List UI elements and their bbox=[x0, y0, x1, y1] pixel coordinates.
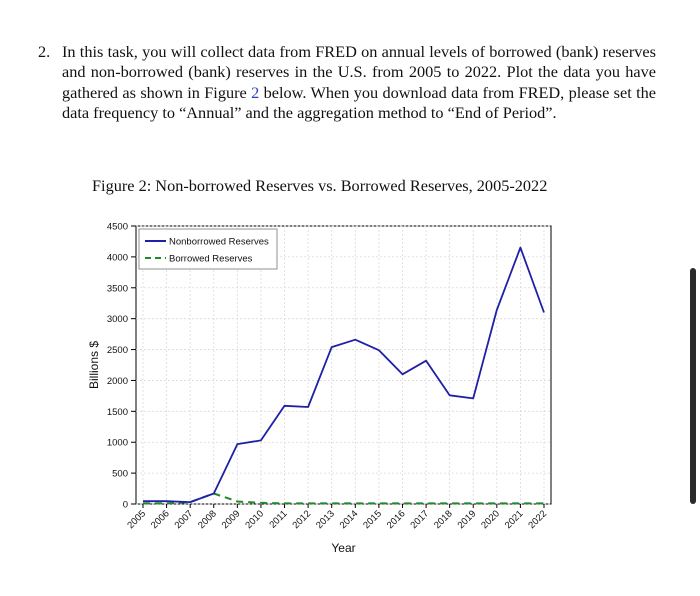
x-tick-label: 2019 bbox=[456, 508, 479, 531]
series-line-borrowed-reserves bbox=[143, 492, 544, 505]
x-tick-label: 2007 bbox=[173, 508, 196, 531]
legend-label: Nonborrowed Reserves bbox=[169, 237, 269, 248]
y-tick-label: 0 bbox=[123, 500, 128, 511]
task-number: 2. bbox=[38, 42, 51, 61]
x-tick-label: 2009 bbox=[220, 508, 243, 531]
x-tick-label: 2015 bbox=[361, 508, 384, 531]
y-tick-label: 500 bbox=[112, 469, 128, 480]
x-tick-label: 2010 bbox=[243, 508, 266, 531]
y-tick-label: 1500 bbox=[107, 407, 128, 418]
task-text-part-2: below. When you download data from FRED,… bbox=[62, 82, 656, 123]
line-chart: 0 500 1000 1500 2000 2500 3000 3500 4000 4500 2005… bbox=[76, 212, 566, 568]
task-paragraph: 2. In this task, you will collect data f… bbox=[38, 42, 656, 124]
figure-caption: Figure 2: Non-borrowed Reserves vs. Borr… bbox=[92, 176, 548, 195]
x-tick-label: 2016 bbox=[385, 508, 408, 531]
x-tick-label: 2013 bbox=[314, 508, 337, 531]
x-tick-label: 2008 bbox=[196, 508, 219, 531]
y-tick-label: 2000 bbox=[107, 376, 128, 387]
task-text: In this task, you will collect data from… bbox=[62, 42, 656, 124]
x-tick-label: 2017 bbox=[408, 508, 431, 531]
y-tick-label: 3500 bbox=[107, 283, 128, 294]
x-tick-label: 2022 bbox=[526, 508, 549, 531]
x-tick-label: 2012 bbox=[291, 508, 314, 531]
x-tick-label: 2005 bbox=[125, 508, 148, 531]
x-tick-label: 2011 bbox=[267, 508, 289, 530]
x-tick-label: 2021 bbox=[503, 508, 526, 531]
series-line-nonborrowed-reserves bbox=[143, 246, 545, 504]
x-tick-label: 2020 bbox=[479, 508, 502, 531]
y-tick-label: 1000 bbox=[107, 438, 128, 449]
legend-label: Borrowed Reserves bbox=[169, 254, 253, 265]
y-tick-label: 3000 bbox=[107, 314, 128, 325]
x-tick-label: 2014 bbox=[338, 508, 361, 531]
legend-box bbox=[138, 228, 278, 270]
x-axis-title: Year bbox=[331, 541, 355, 555]
line-chart-svg: 0 500 1000 1500 2000 2500 3000 3500 4000 4500 2005… bbox=[87, 222, 552, 555]
y-tick-label: 2500 bbox=[107, 345, 128, 356]
scrollbar-thumb[interactable] bbox=[690, 268, 696, 504]
figure-reference-link[interactable]: 2 bbox=[251, 82, 260, 102]
task-text-part-1: In this task, you will collect data from… bbox=[62, 42, 656, 102]
x-tick-label: 2018 bbox=[432, 508, 455, 531]
y-axis-title: Billions $ bbox=[87, 341, 101, 389]
y-tick-label: 4500 bbox=[107, 222, 128, 233]
y-tick-label: 4000 bbox=[107, 252, 128, 263]
x-tick-label: 2006 bbox=[149, 508, 172, 531]
